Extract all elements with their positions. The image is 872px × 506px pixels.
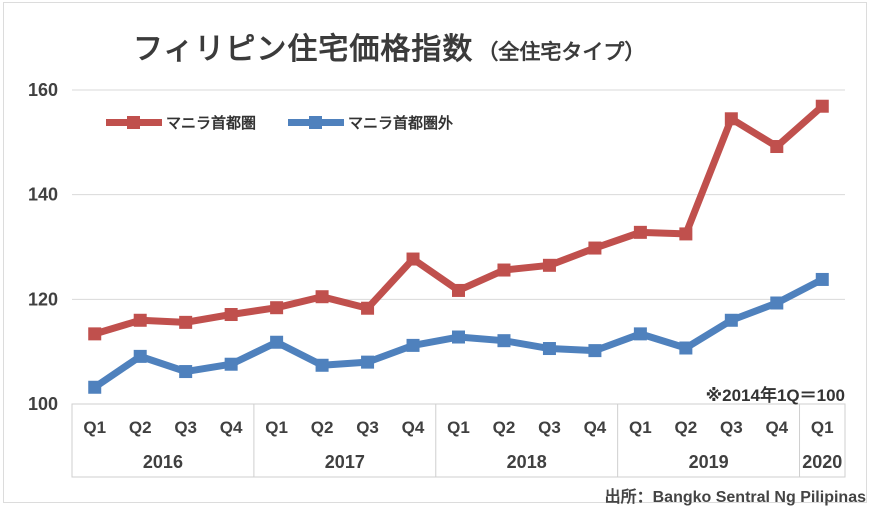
year-label: 2019 [689, 452, 729, 472]
data-marker-1-14 [724, 313, 738, 327]
source-credit: 出所：Bangko Sentral Ng Pilipinas [604, 489, 866, 506]
quarter-label: Q1 [629, 418, 652, 437]
quarter-label: Q1 [811, 418, 834, 437]
quarter-label: Q1 [447, 418, 470, 437]
data-marker-0-9 [497, 263, 511, 277]
data-marker-0-10 [542, 258, 556, 272]
year-label: 2017 [325, 452, 365, 472]
data-marker-0-4 [270, 301, 284, 315]
data-marker-1-10 [542, 342, 556, 356]
data-marker-0-3 [224, 308, 238, 322]
quarter-label: Q4 [402, 418, 425, 437]
data-marker-0-16 [815, 99, 829, 113]
data-marker-0-8 [452, 283, 465, 297]
data-marker-1-13 [679, 341, 693, 355]
legend: マニラ首都圏 マニラ首都圏外 [106, 112, 453, 133]
legend-item-outside-metro-manila: マニラ首都圏外 [288, 112, 453, 133]
blue-line-marker-icon [288, 116, 345, 129]
chart-title-main: フィリピン住宅価格指数 [133, 33, 474, 66]
data-marker-1-1 [133, 349, 147, 363]
data-marker-0-15 [770, 140, 784, 154]
data-marker-0-11 [588, 241, 602, 255]
base-index-note: ※2014年1Q＝100 [705, 386, 845, 405]
data-marker-1-2 [179, 365, 193, 379]
quarter-label: Q3 [538, 418, 561, 437]
quarter-label: Q3 [356, 418, 379, 437]
data-marker-1-6 [361, 355, 375, 369]
quarter-label: Q1 [83, 418, 106, 437]
data-marker-1-9 [497, 334, 511, 348]
data-marker-1-16 [815, 272, 829, 286]
year-label: 2020 [802, 452, 842, 472]
data-marker-0-1 [133, 313, 147, 327]
quarter-label: Q3 [174, 418, 197, 437]
data-marker-1-0 [88, 380, 102, 394]
data-marker-1-5 [315, 358, 329, 372]
quarter-label: Q3 [720, 418, 743, 437]
data-marker-0-12 [633, 225, 647, 239]
y-tick-label: 140 [28, 185, 58, 205]
data-marker-1-3 [224, 357, 238, 371]
legend-item-metro-manila: マニラ首都圏 [106, 112, 256, 133]
data-marker-1-7 [406, 338, 420, 352]
quarter-label: Q4 [584, 418, 607, 437]
y-tick-label: 160 [28, 80, 58, 100]
year-label: 2016 [143, 452, 183, 472]
quarter-label: Q2 [311, 418, 334, 437]
data-marker-1-11 [588, 344, 602, 358]
data-marker-1-8 [452, 330, 465, 344]
data-marker-0-2 [179, 315, 193, 329]
chart-title-sub: （全住宅タイプ） [477, 41, 646, 64]
red-line-marker-icon [106, 116, 162, 129]
legend-label: マニラ首都圏 [166, 115, 257, 132]
quarter-label: Q2 [493, 418, 516, 437]
data-marker-0-5 [315, 290, 329, 304]
data-marker-0-13 [679, 227, 693, 241]
data-marker-1-15 [770, 296, 784, 310]
data-marker-0-7 [406, 252, 420, 266]
quarter-label: Q4 [765, 418, 788, 437]
page-title: フィリピン住宅価格指数 （全住宅タイプ） [133, 24, 645, 68]
y-tick-label: 120 [28, 289, 58, 309]
data-marker-1-4 [270, 335, 284, 349]
legend-label: マニラ首都圏外 [348, 115, 454, 132]
x-axis-table-border [71, 403, 846, 478]
quarter-label: Q2 [129, 418, 152, 437]
year-label: 2018 [507, 452, 547, 472]
y-tick-label: 100 [28, 394, 58, 414]
quarter-label: Q1 [265, 418, 288, 437]
quarter-label: Q2 [675, 418, 698, 437]
data-marker-0-0 [88, 327, 102, 341]
quarter-label: Q4 [220, 418, 243, 437]
data-marker-1-12 [633, 327, 647, 341]
data-marker-0-14 [724, 112, 738, 126]
data-marker-0-6 [361, 301, 375, 315]
